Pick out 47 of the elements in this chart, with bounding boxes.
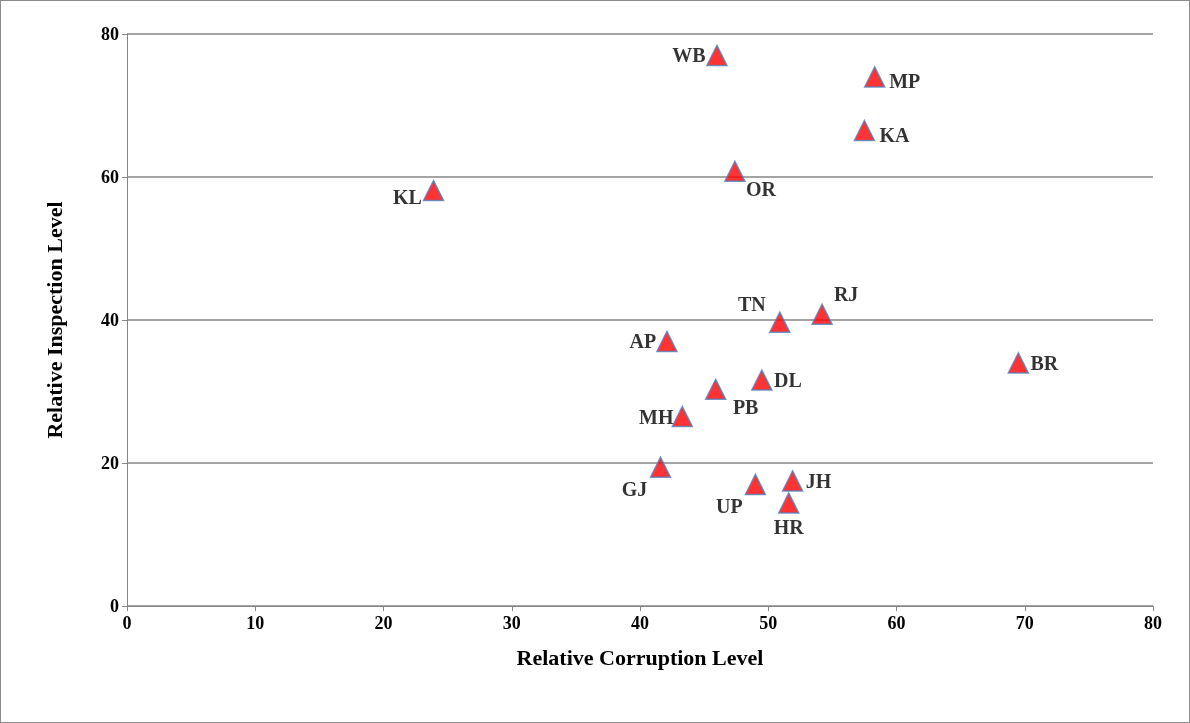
x-tick-label: 20 — [374, 613, 393, 633]
data-label: PB — [732, 396, 759, 419]
x-tick-label: 0 — [122, 613, 132, 633]
data-label: DL — [773, 369, 802, 392]
data-label: JH — [805, 469, 832, 492]
data-label: WB — [672, 44, 706, 67]
x-tick-label: 10 — [246, 613, 265, 633]
x-tick-label: 40 — [631, 613, 649, 633]
point — [704, 378, 727, 401]
x-tick-label: 80 — [1144, 613, 1162, 633]
y-tick-label: 80 — [101, 24, 119, 44]
point — [863, 66, 886, 88]
data-label: GJ — [621, 478, 648, 501]
x-tick-label: 70 — [1015, 613, 1034, 633]
data-label: KA — [879, 123, 910, 146]
data-label: KL — [393, 185, 422, 208]
point — [649, 456, 672, 479]
data-label: RJ — [833, 283, 859, 306]
data-label: OR — [745, 178, 777, 201]
data-label: AP — [629, 330, 657, 353]
y-tick-label: 0 — [110, 596, 119, 616]
y-tick-label: 60 — [101, 167, 119, 187]
y-tick-label: 20 — [101, 453, 119, 473]
point — [781, 470, 804, 492]
point — [853, 119, 876, 142]
point — [778, 492, 800, 514]
point — [744, 473, 767, 496]
x-tick-label: 60 — [887, 613, 906, 633]
point — [1007, 352, 1030, 374]
y-axis-title: Relative Inspection Level — [41, 201, 67, 439]
data-label: UP — [716, 495, 743, 518]
point — [706, 44, 728, 67]
data-label: BR — [1030, 351, 1059, 374]
x-tick-label: 30 — [502, 613, 521, 633]
point — [811, 303, 833, 326]
data-label: TN — [737, 293, 767, 316]
data-label: HR — [773, 516, 805, 539]
point — [751, 369, 773, 391]
x-axis-title: Relative Corruption Level — [516, 644, 764, 670]
point — [769, 311, 791, 333]
y-tick-label: 40 — [101, 310, 119, 330]
point — [656, 330, 678, 353]
x-tick-label: 50 — [759, 613, 778, 633]
data-label: MP — [889, 69, 921, 92]
point — [422, 179, 445, 202]
point — [724, 160, 746, 183]
data-label: MH — [639, 405, 674, 428]
